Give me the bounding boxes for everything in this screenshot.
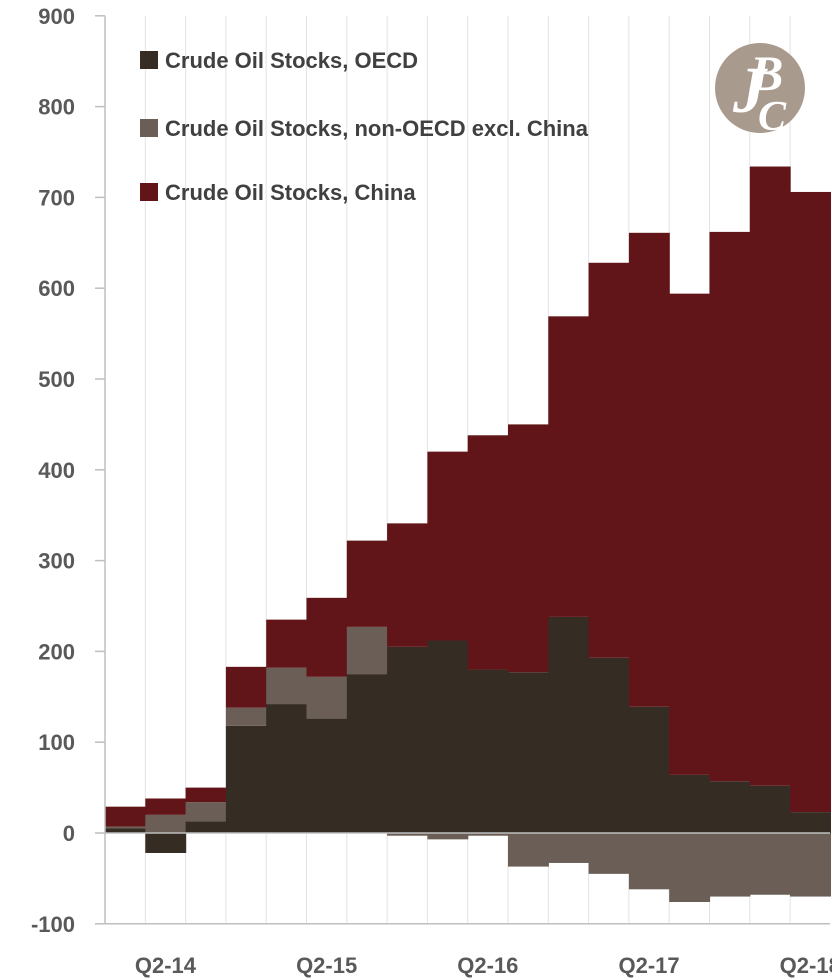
logo-circle: [715, 43, 805, 133]
bar-segment-oecd-q2-14: [145, 833, 187, 853]
x-tick-label: Q2-15: [296, 953, 357, 978]
bar-segment-china-q3-15: [346, 540, 388, 627]
x-tick-label: Q2-14: [135, 953, 197, 978]
bar-segment-non-oecd-q3-15: [346, 626, 388, 675]
logo-letter-j: J: [732, 54, 768, 127]
bar-segment-oecd-q2-18: [790, 812, 831, 833]
bar-segment-china-q1-14: [105, 806, 146, 827]
bar-segment-oecd-q4-16: [548, 616, 590, 833]
jbc-logo: J B C: [715, 43, 805, 140]
bar-segment-china-q1-16: [427, 451, 469, 641]
bar-segment-oecd-q1-17: [588, 657, 630, 833]
bar-segment-china-q4-16: [548, 316, 590, 617]
legend-swatch: [140, 51, 158, 69]
bar-segment-oecd-q4-17: [709, 781, 751, 833]
bar-segment-oecd-q1-18: [749, 785, 791, 833]
bar-segment-china-q2-17: [628, 232, 670, 707]
legend-swatch: [140, 183, 158, 201]
bars: [105, 166, 831, 903]
bar-segment-china-q2-16: [467, 435, 509, 670]
bar-segment-china-q2-18: [790, 191, 831, 813]
bar-segment-non-oecd-q3-17: [669, 833, 711, 903]
y-tick-label: 100: [38, 730, 75, 755]
bar-segment-oecd-q2-15: [306, 718, 348, 833]
bar-segment-oecd-q2-17: [628, 706, 670, 833]
legend-label: Crude Oil Stocks, non-OECD excl. China: [165, 116, 589, 141]
y-tick-label: 800: [38, 95, 75, 120]
y-tick-label: -100: [31, 912, 75, 937]
bar-segment-non-oecd-q4-14: [225, 707, 267, 726]
bar-segment-oecd-q1-16: [427, 640, 469, 833]
bar-segment-non-oecd-q4-17: [709, 833, 751, 897]
bar-segment-non-oecd-q2-14: [145, 814, 187, 833]
bar-segment-non-oecd-q2-16: [467, 833, 509, 836]
bar-segment-non-oecd-q1-18: [749, 833, 791, 895]
bar-segment-non-oecd-q1-17: [588, 833, 630, 874]
y-tick-label: 200: [38, 639, 75, 664]
bar-segment-non-oecd-q4-15: [387, 833, 428, 836]
y-tick-label: 600: [38, 276, 75, 301]
bar-segment-non-oecd-q4-16: [548, 833, 590, 863]
bar-segment-oecd-q3-16: [508, 672, 549, 833]
bar-segment-oecd-q1-14: [105, 828, 146, 833]
bar-segment-non-oecd-q1-15: [266, 667, 308, 705]
bar-segment-china-q4-15: [387, 523, 428, 647]
x-tick-label: Q2-16: [457, 953, 518, 978]
bar-segment-china-q4-14: [225, 666, 267, 708]
bar-segment-non-oecd-q2-18: [790, 833, 831, 897]
x-tick-label: Q2-18: [780, 953, 832, 978]
legend-label: Crude Oil Stocks, China: [165, 180, 416, 205]
bar-segment-oecd-q4-15: [387, 646, 428, 833]
bar-segment-non-oecd-q3-14: [185, 802, 227, 822]
bar-segment-oecd-q1-15: [266, 704, 308, 833]
bar-segment-china-q3-17: [669, 293, 711, 775]
x-tick-label: Q2-17: [618, 953, 679, 978]
y-tick-label: 0: [63, 821, 75, 846]
bar-segment-china-q3-14: [185, 787, 227, 803]
bar-segment-non-oecd-q3-16: [508, 833, 549, 867]
x-tick-labels: Q2-14 Q2-15 Q2-16 Q2-17 Q2-18: [135, 953, 832, 978]
bar-segment-non-oecd-q2-17: [628, 833, 670, 890]
bar-segment-china-q1-15: [266, 619, 308, 668]
bar-segment-china-q4-17: [709, 231, 751, 782]
y-tick-label: 400: [38, 458, 75, 483]
bar-segment-oecd-q2-16: [467, 669, 509, 833]
bar-segment-non-oecd-q1-14: [105, 826, 146, 829]
legend-label: Crude Oil Stocks, OECD: [165, 48, 418, 73]
bar-segment-china-q1-18: [749, 166, 791, 786]
bar-segment-china-q2-15: [306, 597, 348, 677]
bar-segment-oecd-q3-17: [669, 774, 711, 833]
bar-segment-oecd-q4-14: [225, 725, 267, 833]
y-tick-label: 900: [38, 4, 75, 29]
bar-segment-china-q3-16: [508, 424, 549, 673]
legend: Crude Oil Stocks, OECD Crude Oil Stocks, …: [140, 48, 589, 205]
legend-swatch: [140, 119, 158, 137]
y-tick-label: 700: [38, 185, 75, 210]
y-tick-label: 300: [38, 549, 75, 574]
bar-segment-non-oecd-q2-15: [306, 676, 348, 719]
bar-segment-oecd-q3-15: [346, 674, 388, 833]
bar-segment-china-q2-14: [145, 798, 187, 815]
logo-letter-c: C: [758, 94, 787, 140]
y-tick-label: 500: [38, 367, 75, 392]
bar-segment-non-oecd-q1-16: [427, 833, 469, 840]
logo-letter-b: B: [749, 45, 783, 101]
bar-segment-china-q1-17: [588, 262, 630, 658]
bar-segment-oecd-q3-14: [185, 821, 227, 833]
y-tick-labels: -100 0 100 200 300 400 500 600 700 800 900: [31, 4, 105, 937]
